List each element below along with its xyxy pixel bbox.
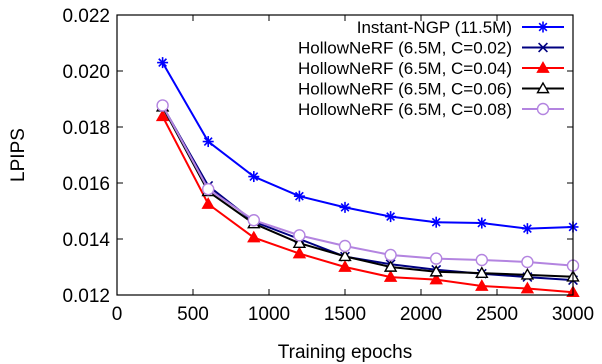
axis-ticks: 0 500 1000 1500 2000 2500 3000 0.012 0.014 0.016 0… [62,6,594,325]
legend-item-5: HollowNeRF (6.5M, C=0.08) [298,100,564,119]
series-3-point-3 [247,230,261,243]
legend-marker [538,42,548,53]
series-5-point-4 [293,229,306,242]
legend-label: HollowNeRF (6.5M, C=0.04) [298,59,512,78]
series-4-line [161,106,574,278]
series-1-point-9 [521,223,533,235]
x-tick-label: 0 [112,304,123,325]
x-tick-label: 1500 [324,304,366,325]
y-tick-label: 0.018 [62,118,110,139]
x-tick-label: 500 [177,304,209,325]
series-1-point-8 [476,217,488,229]
legend-marker [537,21,549,33]
series-5-point-8 [475,253,488,267]
legend-marker [536,61,550,73]
series-1-point-5 [339,201,351,213]
series-3-point-2 [201,197,215,209]
series-4-point-8 [475,266,489,278]
series-4-point-5 [338,249,352,262]
legend-item-1: Instant-NGP (11.5M) [357,18,564,37]
series-5-point-1 [156,99,169,112]
legend-label: Instant-NGP (11.5M) [357,18,512,37]
series-3-line [161,115,574,294]
x-tick-label: 2500 [476,304,518,325]
series-5-point-6 [384,248,397,262]
legend-label: HollowNeRF (6.5M, C=0.02) [298,39,512,58]
legend-item-2: HollowNeRF (6.5M, C=0.02) [298,39,564,58]
series-3-point-6 [383,270,398,282]
series-1-point-6 [385,211,397,223]
series-5-point-2 [201,182,215,196]
series-3-point-8 [475,279,489,291]
series-1-point-7 [430,216,442,228]
legend-item-3: HollowNeRF (6.5M, C=0.04) [298,59,564,78]
series-1-point-3 [248,171,260,183]
y-tick-label: 0.012 [62,286,110,307]
series-4-point-9 [520,267,535,280]
series-5 [156,99,580,272]
legend-marker [536,102,550,116]
series-5-point-7 [430,252,443,265]
x-axis-title: Training epochs [278,342,412,363]
x-tick-label: 2000 [400,304,442,325]
series-5-point-5 [338,239,352,253]
series-1-line [161,62,574,230]
y-tick-label: 0.020 [62,62,110,83]
series-1-point-1 [157,57,169,69]
legend: Instant-NGP (11.5M) HollowNeRF (6.5M, C=0… [298,18,564,119]
series-3-point-1 [155,109,170,122]
legend-label: HollowNeRF (6.5M, C=0.08) [298,100,512,119]
series-2 [157,101,578,286]
series-4 [155,99,580,282]
y-axis-title: LPIPS [8,128,29,182]
plot-series-layer [155,57,580,298]
legend-item-4: HollowNeRF (6.5M, C=0.06) [298,80,564,99]
series-4-point-4 [292,236,307,249]
series-1-point-2 [202,136,214,148]
series-4-point-7 [429,264,443,277]
series-5-point-3 [247,214,261,227]
series-3-point-4 [292,246,307,259]
series-1 [157,57,579,235]
series-3-point-7 [429,272,443,285]
y-tick-label: 0.014 [62,230,110,251]
x-tick-label: 1000 [248,304,290,325]
series-5-line [161,104,574,267]
series-5-point-9 [521,255,534,269]
series-3-point-9 [520,281,535,294]
series-4-point-6 [383,260,398,272]
series-3 [155,109,580,298]
series-2-line [161,105,574,282]
series-1-point-4 [293,190,305,202]
y-tick-label: 0.022 [62,6,110,27]
legend-marker [536,81,550,94]
series-3-point-5 [338,260,352,272]
x-tick-label: 3000 [552,304,594,325]
y-tick-label: 0.016 [62,174,110,195]
legend-label: HollowNeRF (6.5M, C=0.06) [298,80,512,99]
